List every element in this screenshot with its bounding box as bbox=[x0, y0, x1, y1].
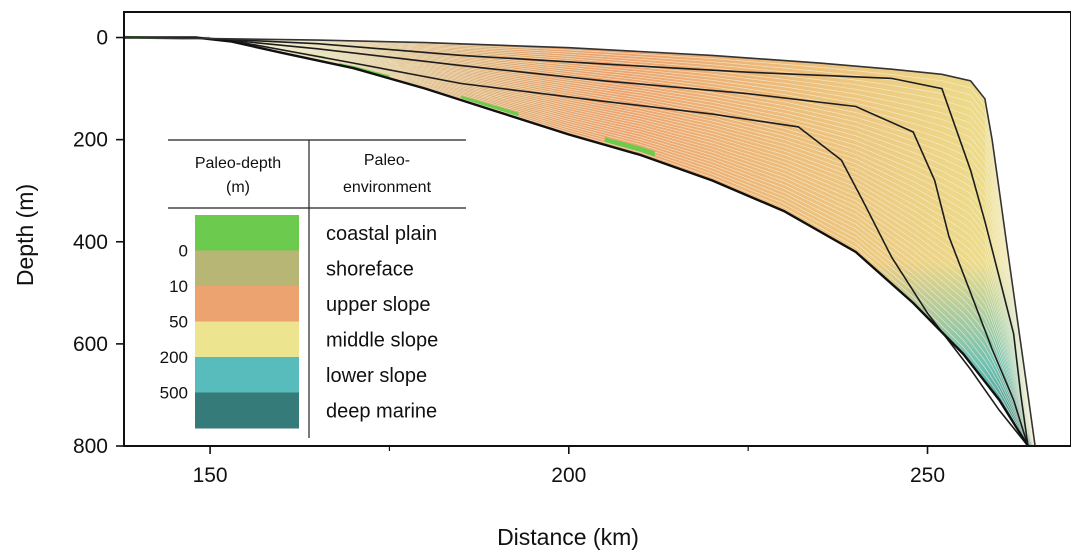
y-tick-label: 200 bbox=[73, 129, 108, 152]
stratum-line bbox=[195, 37, 1036, 446]
stratum-line bbox=[195, 37, 1036, 446]
coastal-plain-patch bbox=[604, 137, 655, 157]
x-tick-label: 250 bbox=[910, 464, 945, 487]
legend-swatch bbox=[195, 392, 299, 429]
stratum-line bbox=[195, 37, 1036, 446]
y-tick-label: 600 bbox=[73, 333, 108, 356]
legend-header-env-1: Paleo- bbox=[364, 152, 410, 169]
x-axis-title: Distance (km) bbox=[497, 524, 639, 550]
stratum-line bbox=[195, 37, 1036, 446]
legend-entry-label: upper slope bbox=[326, 294, 431, 316]
stratum-line bbox=[195, 37, 1036, 446]
legend-depth-threshold: 0 bbox=[179, 242, 188, 261]
legend-depth-threshold: 50 bbox=[169, 313, 188, 332]
stratum-line bbox=[195, 37, 1036, 446]
x-tick-label: 150 bbox=[193, 464, 228, 487]
y-axis: 0 200 400 600 800 bbox=[73, 27, 124, 458]
y-axis-title: Depth (m) bbox=[12, 184, 38, 286]
stratum-line bbox=[195, 37, 1036, 446]
horizon-line bbox=[231, 39, 1029, 446]
stratum-line bbox=[195, 37, 1036, 446]
horizon-line bbox=[224, 38, 1029, 446]
y-tick-label: 400 bbox=[73, 231, 108, 254]
coastal-plain-patch bbox=[461, 95, 519, 117]
stratum-line bbox=[195, 37, 1036, 446]
legend-depth-threshold: 500 bbox=[160, 384, 188, 403]
stratum-line bbox=[195, 37, 1036, 446]
base-surface-line bbox=[124, 36, 1030, 446]
legend-entry-label: deep marine bbox=[326, 401, 437, 423]
stratum-line bbox=[195, 37, 1036, 446]
legend-entry-label: middle slope bbox=[326, 330, 438, 352]
legend: Paleo-depth (m) Paleo- environment coast… bbox=[160, 139, 468, 440]
stratum-line bbox=[195, 37, 1036, 446]
top-surface-line bbox=[124, 36, 1036, 446]
stratum-line bbox=[195, 37, 1036, 446]
legend-entry-label: lower slope bbox=[326, 365, 427, 387]
stratum-line bbox=[195, 37, 1036, 446]
legend-entry-label: shoreface bbox=[326, 259, 414, 281]
legend-header-depth-2: (m) bbox=[226, 179, 250, 196]
legend-header-env-2: environment bbox=[343, 179, 432, 196]
horizon-line bbox=[210, 37, 1029, 446]
y-tick-label: 800 bbox=[73, 435, 108, 458]
stratum-line bbox=[195, 37, 1036, 446]
horizon-lines bbox=[210, 37, 1029, 446]
legend-depth-threshold: 10 bbox=[169, 277, 188, 296]
stratum-line bbox=[195, 37, 1036, 446]
plot-area bbox=[124, 35, 1036, 446]
stratum-line bbox=[195, 37, 1036, 446]
legend-swatch bbox=[195, 321, 299, 358]
sediment-body-deep-shading bbox=[124, 37, 1036, 446]
legend-swatch bbox=[195, 357, 299, 393]
y-tick-label: 0 bbox=[96, 27, 108, 50]
stratum-line bbox=[195, 37, 1036, 446]
legend-header-depth-1: Paleo-depth bbox=[195, 155, 281, 172]
x-axis: 150 200 250 bbox=[193, 446, 945, 487]
stratum-line bbox=[195, 37, 1036, 446]
stratum-line bbox=[195, 37, 1036, 446]
legend-swatch bbox=[195, 286, 299, 322]
plot-frame bbox=[123, 11, 1071, 447]
stratum-line bbox=[195, 37, 1036, 446]
legend-swatch bbox=[195, 250, 299, 287]
x-tick-label: 200 bbox=[551, 464, 586, 487]
stratum-line bbox=[195, 37, 1036, 446]
legend-swatch bbox=[195, 215, 299, 251]
legend-swatches: coastal plain shoreface upper slope middle … bbox=[160, 215, 438, 429]
stratum-line bbox=[195, 37, 1036, 446]
stratum-line bbox=[195, 37, 1036, 446]
legend-entry-label: coastal plain bbox=[326, 223, 437, 245]
legend-depth-threshold: 200 bbox=[160, 348, 188, 367]
